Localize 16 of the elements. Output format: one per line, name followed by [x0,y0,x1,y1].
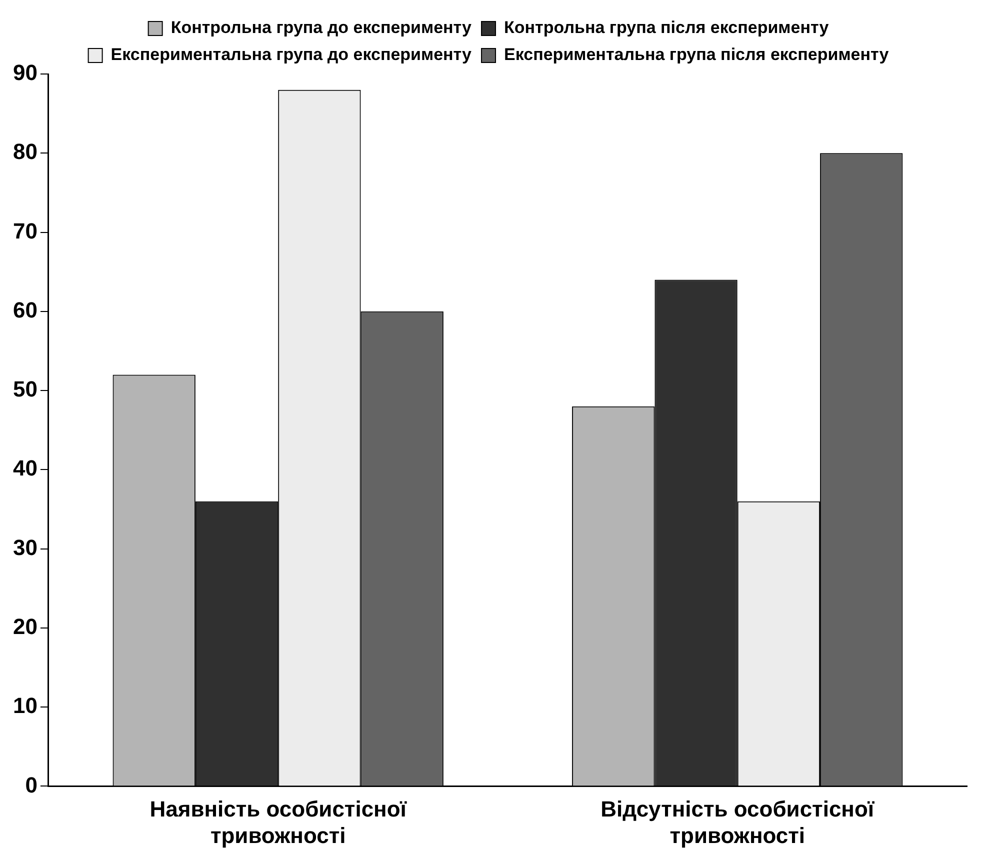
y-tick-label: 30 [12,534,38,560]
y-tick-label: 50 [12,376,38,402]
legend-label: Експериментальна група після експерименту [504,45,890,64]
y-tick-label: 20 [12,614,38,639]
y-tick-label: 10 [12,693,38,718]
y-tick-label: 80 [12,139,38,164]
legend-label: Експериментальна група до експерименту [110,45,472,64]
y-tick-label: 0 [25,772,38,798]
y-tick-label: 60 [12,297,38,322]
x-tick-label: Відсутність особистісної тривожності [600,796,875,848]
y-tick-label: 40 [12,456,38,481]
legend-label: Контрольна група після експерименту [504,18,830,38]
y-tick-label: 70 [12,218,38,244]
x-tick-label: Наявність особистісної тривожності [150,796,408,848]
legend-label: Контрольна група до експерименту [170,18,472,38]
y-tick-label: 90 [12,60,38,86]
